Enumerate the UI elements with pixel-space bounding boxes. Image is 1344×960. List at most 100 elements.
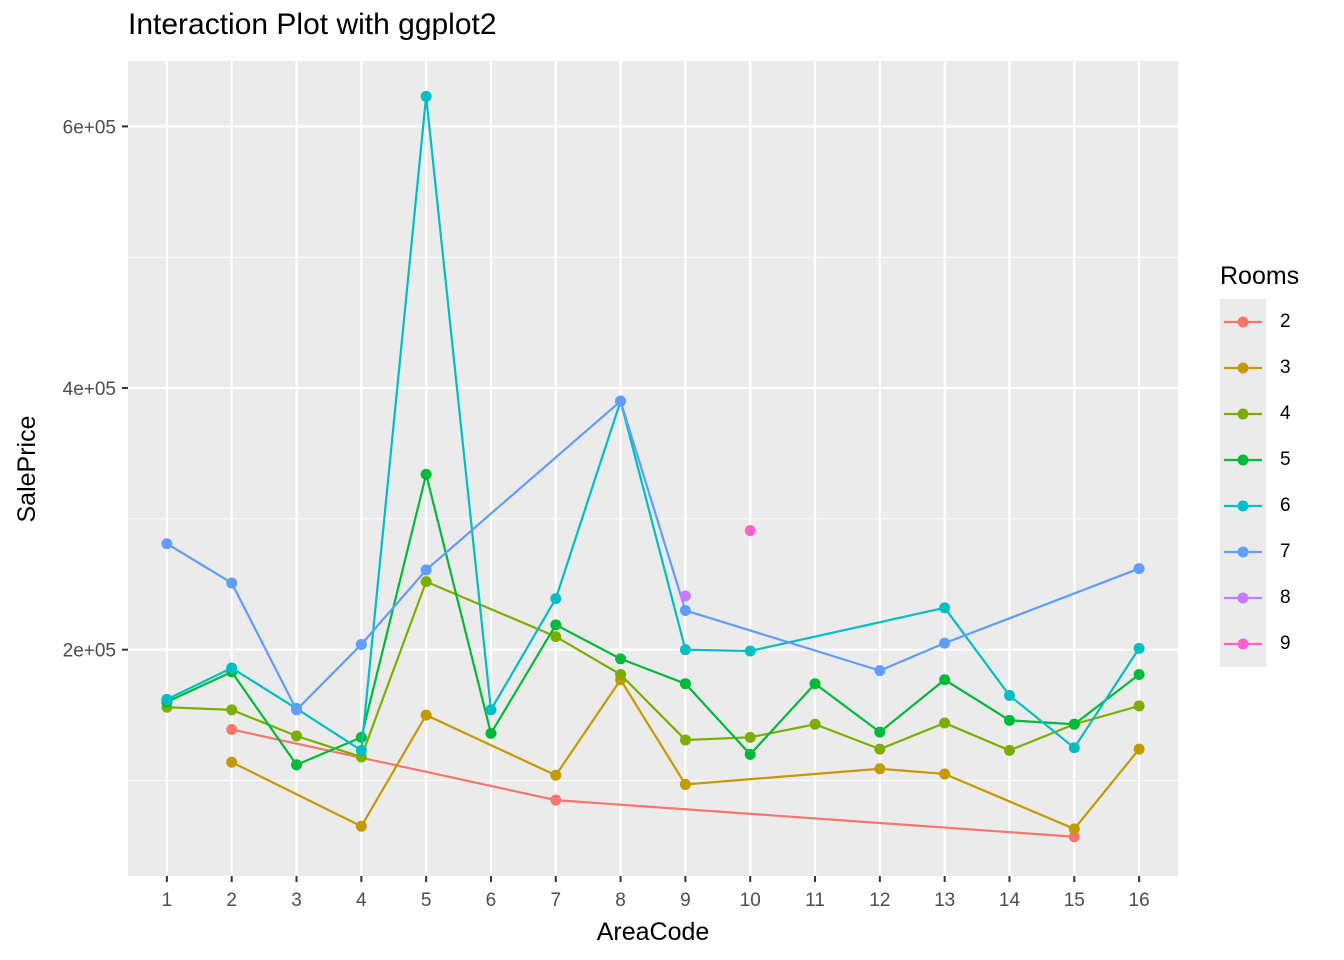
data-point bbox=[679, 644, 691, 656]
data-point bbox=[420, 90, 432, 102]
data-point bbox=[679, 590, 691, 602]
legend-label: 9 bbox=[1280, 633, 1291, 654]
x-tick-label: 14 bbox=[999, 890, 1021, 911]
x-tick-label: 1 bbox=[162, 890, 173, 911]
legend-key bbox=[1220, 621, 1266, 667]
x-axis: 1 2 3 4 5 6 7 8 9 10 11 12 13 14 15 16 bbox=[162, 876, 1150, 911]
legend-label: 3 bbox=[1280, 357, 1291, 378]
data-point bbox=[550, 631, 562, 643]
legend-key-point bbox=[1237, 500, 1249, 512]
data-point bbox=[939, 637, 951, 649]
x-tick-label: 15 bbox=[1064, 890, 1085, 911]
data-point bbox=[1133, 563, 1145, 575]
x-tick-label: 10 bbox=[740, 890, 761, 911]
data-point bbox=[226, 577, 238, 589]
legend-label: 7 bbox=[1280, 541, 1291, 562]
y-tick-label: 2e+05 bbox=[63, 641, 116, 662]
legend-key-glyph bbox=[1224, 408, 1262, 420]
data-point bbox=[744, 645, 756, 657]
legend-key-glyph bbox=[1224, 454, 1262, 466]
legend-title: Rooms bbox=[1220, 262, 1300, 290]
data-point bbox=[1133, 669, 1145, 681]
y-tick-label: 6e+05 bbox=[63, 117, 116, 138]
legend-key bbox=[1220, 345, 1266, 391]
x-tick-label: 12 bbox=[869, 890, 890, 911]
data-point bbox=[615, 653, 627, 665]
legend-key-point bbox=[1237, 316, 1249, 328]
x-tick-label: 2 bbox=[226, 890, 237, 911]
legend-label: 6 bbox=[1280, 495, 1291, 516]
legend-key bbox=[1220, 391, 1266, 437]
data-point bbox=[355, 744, 367, 756]
data-point bbox=[744, 748, 756, 760]
data-point bbox=[355, 638, 367, 650]
data-point bbox=[226, 704, 238, 716]
data-point bbox=[939, 768, 951, 780]
data-point bbox=[874, 665, 886, 677]
x-tick-label: 7 bbox=[550, 890, 561, 911]
data-point bbox=[485, 727, 497, 739]
legend-label: 4 bbox=[1280, 403, 1291, 424]
data-point bbox=[420, 576, 432, 588]
y-axis: 2e+05 4e+05 6e+05 bbox=[63, 117, 128, 662]
legend-key-glyph bbox=[1224, 362, 1262, 374]
legend-label: 8 bbox=[1280, 587, 1291, 608]
x-tick-label: 13 bbox=[934, 890, 955, 911]
legend-label: 2 bbox=[1280, 311, 1291, 332]
data-point bbox=[1133, 743, 1145, 755]
data-point bbox=[939, 674, 951, 686]
legend-key-point bbox=[1237, 546, 1249, 558]
data-point bbox=[679, 778, 691, 790]
data-point bbox=[550, 794, 562, 806]
data-point bbox=[939, 717, 951, 729]
data-point bbox=[485, 704, 497, 716]
legend-item-9: 9 bbox=[1220, 621, 1299, 667]
data-point bbox=[420, 564, 432, 576]
series-9 bbox=[744, 525, 756, 537]
legend-key bbox=[1220, 483, 1266, 529]
series-5 bbox=[161, 468, 1145, 771]
data-point bbox=[809, 718, 821, 730]
data-point bbox=[1003, 714, 1015, 726]
legend-item-4: 4 bbox=[1220, 391, 1299, 437]
data-point bbox=[226, 756, 238, 768]
legend-key bbox=[1220, 437, 1266, 483]
legend-item-2: 2 bbox=[1220, 299, 1299, 345]
x-tick-label: 4 bbox=[356, 890, 367, 911]
x-tick-label: 9 bbox=[680, 890, 691, 911]
legend-key-glyph bbox=[1224, 546, 1262, 558]
series-2 bbox=[226, 723, 1080, 843]
legend-key-glyph bbox=[1224, 316, 1262, 328]
data-point bbox=[355, 820, 367, 832]
x-tick-label: 11 bbox=[805, 890, 825, 911]
legend-key bbox=[1220, 575, 1266, 621]
x-axis-title: AreaCode bbox=[597, 918, 710, 946]
legend-key-point bbox=[1237, 408, 1249, 420]
legend-item-6: 6 bbox=[1220, 483, 1299, 529]
data-point bbox=[550, 769, 562, 781]
data-point bbox=[291, 730, 303, 742]
data-point bbox=[550, 619, 562, 631]
data-point bbox=[679, 734, 691, 746]
legend-key-glyph bbox=[1224, 638, 1262, 650]
series-6 bbox=[161, 90, 1145, 756]
data-point bbox=[1133, 700, 1145, 712]
data-point bbox=[550, 593, 562, 605]
y-axis-title: SalePrice bbox=[13, 416, 41, 523]
legend-item-8: 8 bbox=[1220, 575, 1299, 621]
legend-key bbox=[1220, 299, 1266, 345]
major-gridlines bbox=[128, 61, 1178, 876]
data-point bbox=[1068, 831, 1080, 843]
data-point bbox=[679, 678, 691, 690]
data-point bbox=[874, 726, 886, 738]
data-point bbox=[744, 525, 756, 537]
data-point bbox=[291, 759, 303, 771]
series-line-6 bbox=[166, 96, 1141, 753]
data-point bbox=[1068, 742, 1080, 754]
legend-item-3: 3 bbox=[1220, 345, 1299, 391]
data-point bbox=[226, 662, 238, 674]
y-tick-label: 4e+05 bbox=[63, 379, 116, 400]
x-tick-label: 5 bbox=[421, 890, 432, 911]
legend-label: 5 bbox=[1280, 449, 1291, 470]
